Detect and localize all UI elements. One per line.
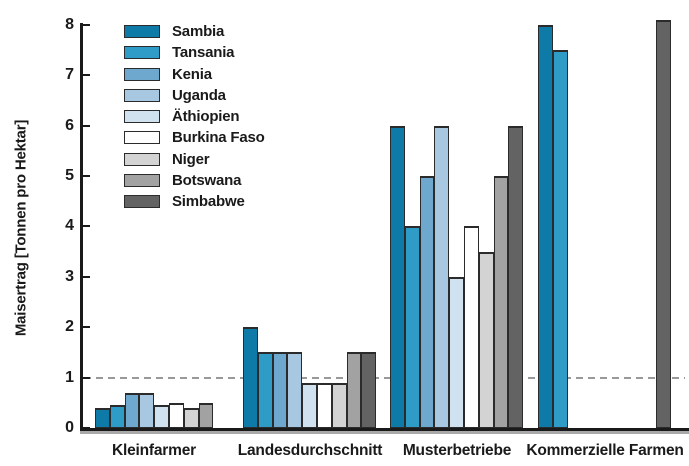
legend-swatch-athiopien (124, 110, 160, 124)
bar-niger-musterbetriebe (478, 251, 494, 428)
legend-item-sambia: Sambia (124, 23, 265, 40)
legend-swatch-tansania (124, 46, 160, 60)
legend-label-athiopien: Äthiopien (172, 108, 240, 126)
x-axis-shadow-line (80, 431, 689, 434)
bar-athiopien-landesdurchschnitt (302, 382, 317, 428)
legend-item-botswana: Botswana (124, 172, 265, 190)
y-tick-label-5: 5 (65, 167, 74, 184)
legend-swatch-simbabwe (124, 195, 160, 209)
y-tick-label-2: 2 (65, 318, 74, 336)
legend-swatch-burkina-faso (124, 131, 160, 145)
x-category-label-kommerzielle-farmen: Kommerzielle Farmen (526, 442, 684, 459)
bar-simbabwe-kommerzielle-farmen (656, 19, 672, 428)
bar-botswana-kleinfarmer (198, 402, 214, 428)
legend-label-uganda: Uganda (172, 86, 226, 104)
y-tick-label-4: 4 (65, 217, 74, 235)
legend-item-burkina-faso: Burkina Faso (124, 129, 265, 147)
bar-tansania-landesdurchschnitt (257, 352, 273, 428)
legend-item-kenia: Kenia (124, 65, 265, 83)
bar-sambia-kleinfarmer (95, 407, 110, 428)
legend-label-kenia: Kenia (172, 65, 212, 83)
bar-simbabwe-musterbetriebe (508, 125, 524, 428)
x-axis-line (80, 428, 689, 431)
y-tick-6 (83, 124, 90, 127)
legend-item-uganda: Uganda (124, 86, 265, 104)
y-tick-0 (83, 427, 90, 429)
legend-swatch-kenia (124, 67, 160, 81)
legend-swatch-niger (124, 152, 160, 166)
legend: Sambia Tansania Kenia Uganda Äthiopien Burkin… (124, 23, 265, 217)
bar-niger-landesdurchschnitt (331, 382, 347, 428)
legend-item-niger: Niger (124, 150, 265, 168)
y-tick-label-3: 3 (65, 267, 74, 285)
legend-item-athiopien: Äthiopien (124, 108, 265, 126)
bar-botswana-musterbetriebe (493, 176, 509, 428)
bar-tansania-musterbetriebe (404, 226, 420, 428)
bar-simbabwe-landesdurchschnitt (361, 352, 377, 428)
bar-burkina-faso-musterbetriebe (464, 226, 479, 428)
x-category-label-musterbetriebe: Musterbetriebe (402, 442, 512, 459)
bar-tansania-kommerzielle-farmen (552, 50, 568, 428)
y-tick-label-6: 6 (65, 116, 74, 134)
x-category-label-kleinfarmer: Kleinfarmer (112, 442, 196, 459)
y-tick-4 (83, 225, 90, 228)
bar-burkina-faso-landesdurchschnitt (317, 382, 332, 428)
bar-athiopien-musterbetriebe (449, 276, 464, 428)
y-tick-label-8: 8 (65, 15, 74, 33)
reference-line-1-tonne (84, 376, 685, 379)
legend-swatch-uganda (124, 88, 160, 102)
y-axis-line (80, 23, 83, 431)
bar-botswana-landesdurchschnitt (346, 352, 362, 428)
y-tick-1 (83, 376, 90, 379)
legend-swatch-sambia (124, 25, 160, 38)
y-tick-8 (83, 23, 90, 26)
bar-sambia-landesdurchschnitt (243, 327, 258, 428)
y-axis-title: Maisertrag [Tonnen pro Hektar] (12, 119, 30, 337)
bar-kenia-landesdurchschnitt (272, 352, 288, 428)
legend-label-niger: Niger (172, 150, 210, 168)
bar-burkina-faso-kleinfarmer (169, 402, 184, 428)
bar-uganda-landesdurchschnitt (287, 352, 303, 428)
bar-kenia-kleinfarmer (124, 392, 140, 428)
legend-label-sambia: Sambia (172, 23, 225, 40)
bar-kenia-musterbetriebe (419, 176, 435, 428)
bar-sambia-kommerzielle-farmen (538, 24, 553, 428)
legend-swatch-botswana (124, 174, 160, 188)
bar-uganda-musterbetriebe (434, 125, 450, 428)
y-tick-7 (83, 74, 90, 77)
x-category-label-landesdurchschnitt: Landesdurchschnitt (237, 442, 383, 459)
legend-label-burkina-faso: Burkina Faso (172, 129, 265, 147)
bar-athiopien-kleinfarmer (154, 405, 169, 428)
bar-sambia-musterbetriebe (390, 125, 405, 428)
legend-label-botswana: Botswana (172, 172, 242, 190)
y-tick-label-0: 0 (65, 419, 74, 436)
bar-uganda-kleinfarmer (139, 392, 155, 428)
y-tick-2 (83, 326, 90, 329)
plot-area (82, 19, 687, 428)
y-tick-label-1: 1 (65, 368, 74, 386)
y-tick-5 (83, 175, 90, 177)
bar-tansania-kleinfarmer (109, 405, 125, 428)
legend-item-simbabwe: Simbabwe (124, 193, 265, 211)
legend-item-tansania: Tansania (124, 44, 265, 62)
legend-label-simbabwe: Simbabwe (172, 193, 245, 211)
legend-label-tansania: Tansania (172, 44, 235, 62)
y-tick-label-7: 7 (65, 66, 74, 84)
bar-niger-kleinfarmer (183, 407, 199, 428)
y-tick-3 (83, 275, 90, 278)
